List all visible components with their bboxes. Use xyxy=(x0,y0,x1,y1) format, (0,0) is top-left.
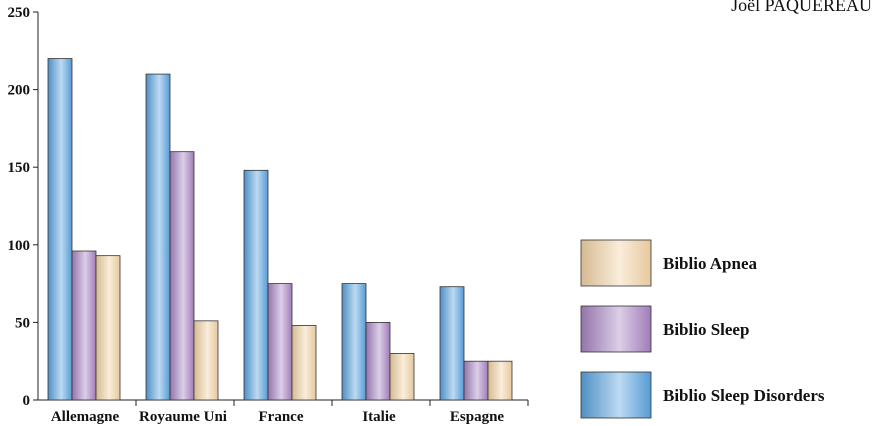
legend-label-biblio-sleep-disorders: Biblio Sleep Disorders xyxy=(663,386,825,405)
category-label-allemagne: Allemagne xyxy=(51,409,120,425)
legend-item-biblio-sleep-disorders: Biblio Sleep Disorders xyxy=(580,371,825,419)
bar-biblio-sleep-disorders-allemagne xyxy=(47,58,73,401)
bar-biblio-apnea-royaume-uni xyxy=(193,320,219,401)
author-credit: Joël PAQUEREAU xyxy=(731,0,872,15)
bar-biblio-sleep-disorders-italie xyxy=(341,283,367,401)
category-label-italie: Italie xyxy=(362,409,396,425)
y-tick-label-100: 100 xyxy=(8,238,31,254)
bar-biblio-apnea-allemagne xyxy=(95,255,121,401)
bar-biblio-sleep-italie xyxy=(365,321,391,401)
bar-biblio-sleep-allemagne xyxy=(71,250,97,401)
y-tick-label-50: 50 xyxy=(15,315,30,331)
legend-swatch-biblio-sleep-disorders xyxy=(580,371,652,419)
y-tick-labels: 0 50 100 150 200 250 xyxy=(8,5,31,409)
category-label-royaume-uni: Royaume Uni xyxy=(139,409,227,425)
bar-biblio-sleep-disorders-royaume-uni xyxy=(145,73,171,401)
bar-biblio-apnea-france xyxy=(291,325,317,401)
y-tick-label-150: 150 xyxy=(8,160,31,176)
y-tick-label-0: 0 xyxy=(23,393,31,409)
legend-swatch-biblio-sleep xyxy=(580,305,652,353)
legend-item-biblio-apnea: Biblio Apnea xyxy=(580,239,758,287)
legend-item-biblio-sleep: Biblio Sleep xyxy=(580,305,749,353)
category-labels: Allemagne Royaume Uni France Italie Espagne xyxy=(51,409,505,425)
bars xyxy=(47,58,513,401)
bar-biblio-sleep-espagne xyxy=(463,360,489,401)
legend-swatch-biblio-apnea xyxy=(580,239,652,287)
bar-biblio-apnea-espagne xyxy=(487,360,513,401)
y-tick-label-200: 200 xyxy=(8,83,31,99)
category-label-espagne: Espagne xyxy=(450,409,505,425)
y-tick-label-250: 250 xyxy=(8,5,31,21)
bar-biblio-apnea-italie xyxy=(389,353,415,401)
legend: Biblio Apnea Biblio Sleep Biblio Sleep Dis… xyxy=(580,239,825,419)
bar-biblio-sleep-disorders-france xyxy=(243,169,269,401)
bar-biblio-sleep-disorders-espagne xyxy=(439,286,465,401)
legend-label-biblio-apnea: Biblio Apnea xyxy=(663,254,758,273)
bar-biblio-sleep-royaume-uni xyxy=(169,151,195,401)
legend-label-biblio-sleep: Biblio Sleep xyxy=(663,320,749,339)
bar-biblio-sleep-france xyxy=(267,283,293,401)
category-label-france: France xyxy=(259,409,304,425)
